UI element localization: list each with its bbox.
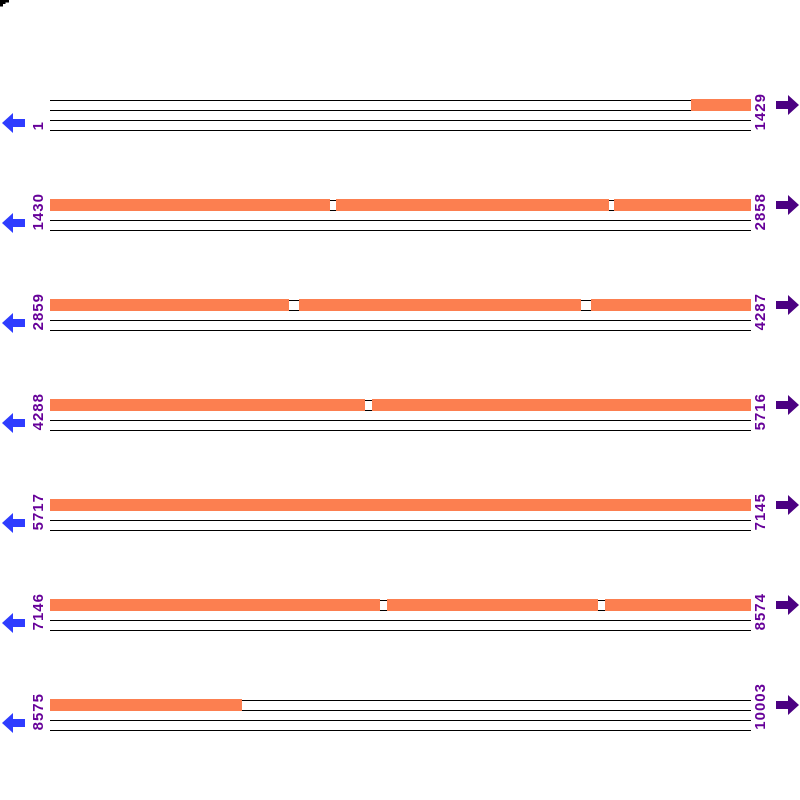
sequence-guide-line bbox=[50, 710, 751, 711]
row-end-coordinate: 1429 bbox=[752, 92, 769, 130]
next-page-arrow-button[interactable] bbox=[776, 295, 799, 315]
sequence-guide-line bbox=[50, 130, 751, 131]
row-start-coordinate: 2859 bbox=[30, 292, 47, 330]
next-page-arrow-button[interactable] bbox=[776, 195, 799, 215]
left-arrow-icon bbox=[2, 613, 25, 633]
feature-bar-segment bbox=[336, 199, 609, 211]
feature-bar-segment bbox=[299, 299, 581, 311]
feature-bar-track bbox=[50, 399, 751, 411]
feature-bar-segment bbox=[50, 399, 365, 411]
row-end-coordinate: 8574 bbox=[752, 592, 769, 630]
left-arrow-icon bbox=[2, 513, 25, 533]
row-end-coordinate: 2858 bbox=[752, 192, 769, 230]
next-page-arrow-button[interactable] bbox=[776, 395, 799, 415]
left-arrow-icon bbox=[2, 313, 25, 333]
feature-bar-track bbox=[50, 699, 751, 711]
feature-bar-segment bbox=[614, 199, 751, 211]
prev-page-arrow-button[interactable] bbox=[2, 713, 25, 733]
feature-bar-segment bbox=[50, 499, 751, 511]
row-start-coordinate: 5717 bbox=[30, 492, 47, 530]
feature-bar-track bbox=[50, 99, 751, 111]
sequence-row-1: 1 1429 bbox=[0, 85, 800, 145]
sequence-guide-line bbox=[50, 520, 751, 521]
sequence-guide-line bbox=[50, 320, 751, 321]
prev-page-arrow-button[interactable] bbox=[2, 113, 25, 133]
row-start-coordinate: 1 bbox=[30, 120, 47, 130]
right-arrow-icon bbox=[776, 395, 799, 415]
left-arrow-icon bbox=[2, 713, 25, 733]
row-end-coordinate: 4287 bbox=[752, 292, 769, 330]
next-page-arrow-button[interactable] bbox=[776, 95, 799, 115]
left-arrow-icon bbox=[2, 213, 25, 233]
row-start-coordinate: 7146 bbox=[30, 592, 47, 630]
row-end-coordinate: 5716 bbox=[752, 392, 769, 430]
sequence-guide-line bbox=[50, 420, 751, 421]
sequence-guide-line bbox=[50, 730, 751, 731]
feature-bar-segment bbox=[591, 299, 751, 311]
left-arrow-icon bbox=[2, 413, 25, 433]
sequence-guide-line bbox=[50, 120, 751, 121]
sequence-guide-line bbox=[50, 100, 751, 101]
sequence-row-5: 5717 7145 bbox=[0, 485, 800, 545]
feature-bar-segment bbox=[387, 599, 598, 611]
right-arrow-icon bbox=[776, 95, 799, 115]
feature-bar-segment bbox=[50, 599, 380, 611]
prev-page-arrow-button[interactable] bbox=[2, 613, 25, 633]
row-start-coordinate: 1430 bbox=[30, 192, 47, 230]
sequence-guide-line bbox=[50, 700, 751, 701]
prev-page-arrow-button[interactable] bbox=[2, 313, 25, 333]
feature-bar-segment bbox=[50, 199, 330, 211]
sequence-guide-line bbox=[50, 620, 751, 621]
feature-bar-track bbox=[50, 499, 751, 511]
next-page-arrow-button[interactable] bbox=[776, 695, 799, 715]
sequence-guide-line bbox=[50, 630, 751, 631]
row-end-coordinate: 10003 bbox=[752, 683, 769, 730]
feature-bar-segment bbox=[691, 99, 751, 111]
sequence-guide-line bbox=[50, 530, 751, 531]
row-end-coordinate: 7145 bbox=[752, 492, 769, 530]
feature-bar-track bbox=[50, 299, 751, 311]
sequence-guide-line bbox=[50, 720, 751, 721]
right-arrow-icon bbox=[776, 695, 799, 715]
prev-page-arrow-button[interactable] bbox=[2, 213, 25, 233]
prev-page-arrow-button[interactable] bbox=[2, 513, 25, 533]
feature-bar-segment bbox=[50, 699, 242, 711]
feature-bar-segment bbox=[605, 599, 751, 611]
sequence-guide-line bbox=[50, 230, 751, 231]
feature-bar-segment bbox=[50, 299, 289, 311]
sequence-row-6: 7146 8574 bbox=[0, 585, 800, 645]
prev-page-arrow-button[interactable] bbox=[2, 413, 25, 433]
sequence-row-2: 1430 2858 bbox=[0, 185, 800, 245]
left-arrow-icon bbox=[2, 113, 25, 133]
sequence-row-4: 4288 5716 bbox=[0, 385, 800, 445]
row-start-coordinate: 8575 bbox=[30, 692, 47, 730]
sequence-guide-line bbox=[50, 430, 751, 431]
feature-bar-track bbox=[50, 599, 751, 611]
sequence-row-7: 8575 10003 bbox=[0, 683, 800, 745]
next-page-arrow-button[interactable] bbox=[776, 595, 799, 615]
corner-glyph-fragment bbox=[0, 0, 9, 7]
right-arrow-icon bbox=[776, 495, 799, 515]
next-page-arrow-button[interactable] bbox=[776, 495, 799, 515]
sequence-guide-line bbox=[50, 330, 751, 331]
feature-bar-track bbox=[50, 199, 751, 211]
feature-bar-segment bbox=[372, 399, 751, 411]
row-start-coordinate: 4288 bbox=[30, 392, 47, 430]
sequence-guide-line bbox=[50, 220, 751, 221]
right-arrow-icon bbox=[776, 295, 799, 315]
sequence-row-3: 2859 4287 bbox=[0, 285, 800, 345]
right-arrow-icon bbox=[776, 195, 799, 215]
right-arrow-icon bbox=[776, 595, 799, 615]
sequence-guide-line bbox=[50, 110, 751, 111]
